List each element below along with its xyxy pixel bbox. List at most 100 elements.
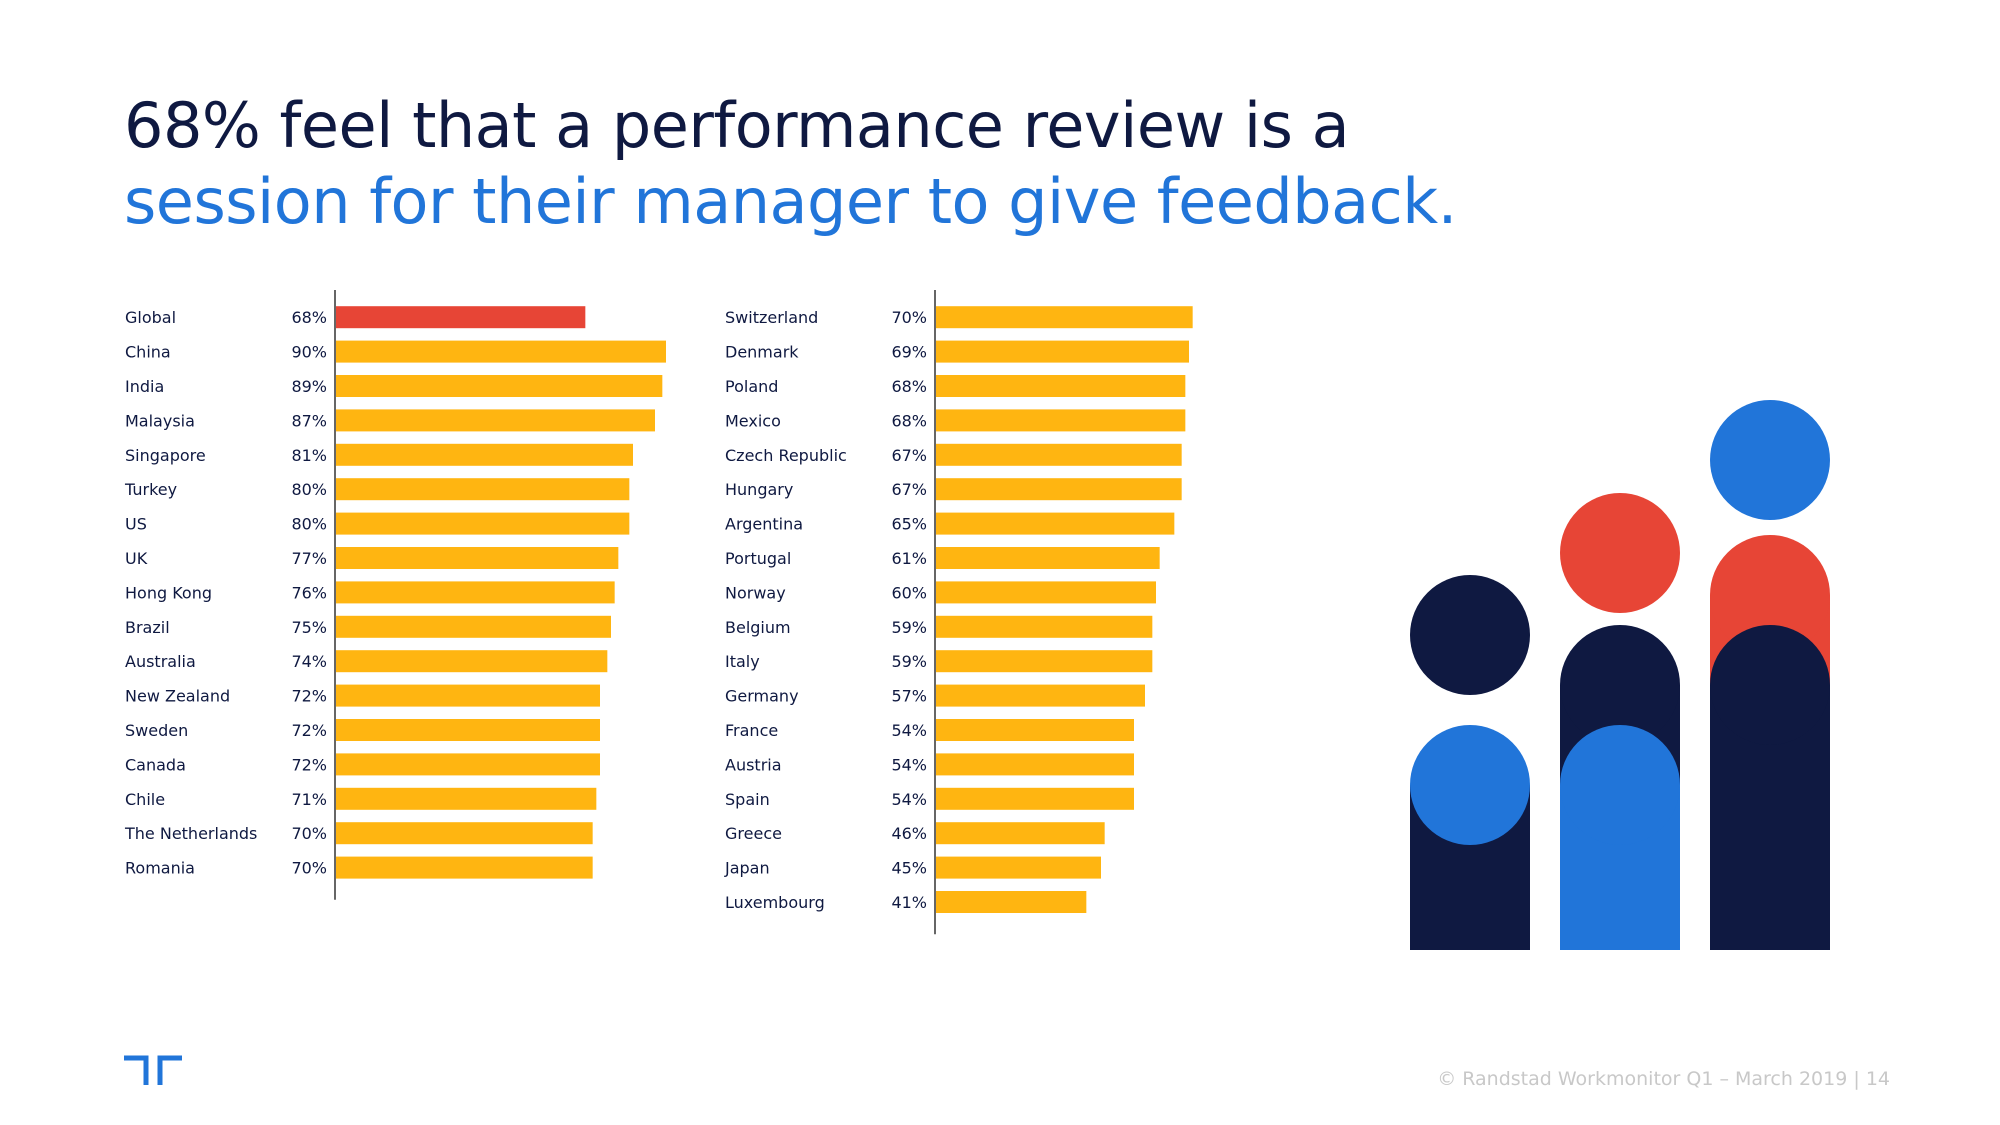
category-label: Hong Kong — [125, 583, 212, 602]
category-label: New Zealand — [125, 687, 230, 706]
bar — [936, 753, 1134, 776]
value-label: 67% — [891, 480, 927, 499]
value-label: 87% — [291, 411, 327, 430]
category-label: Chile — [125, 790, 165, 809]
category-label: Italy — [725, 652, 760, 671]
category-label: Japan — [724, 859, 770, 878]
bar — [336, 719, 600, 741]
category-label: Germany — [725, 687, 799, 706]
category-label: Argentina — [725, 515, 803, 534]
value-label: 57% — [891, 687, 927, 706]
category-label: Greece — [725, 824, 782, 843]
bar — [336, 684, 600, 707]
bar-chart-left: Global 68% China 90% India 89% Malaysia 87% Sing… — [124, 290, 666, 900]
bar — [336, 306, 586, 329]
category-label: Portugal — [725, 549, 791, 568]
value-label: 90% — [291, 343, 327, 362]
value-label: 72% — [291, 721, 327, 740]
bar — [336, 409, 655, 432]
value-label: 74% — [291, 652, 327, 671]
value-label: 67% — [891, 446, 927, 465]
value-label: 59% — [891, 652, 927, 671]
value-label: 68% — [891, 377, 927, 396]
category-label: Denmark — [725, 343, 799, 362]
bar — [936, 581, 1156, 604]
category-label: Brazil — [125, 618, 170, 637]
bar — [936, 615, 1153, 638]
value-label: 65% — [891, 515, 927, 534]
value-label: 72% — [291, 687, 327, 706]
category-label: US — [125, 515, 147, 534]
value-label: 80% — [291, 515, 327, 534]
bar — [336, 787, 597, 810]
bar — [936, 719, 1134, 741]
category-label: Hungary — [725, 480, 793, 499]
bar — [336, 753, 600, 776]
value-label: 75% — [291, 618, 327, 637]
person-figure-middle — [1560, 493, 1680, 950]
footer-copyright: © Randstad Workmonitor Q1 – March 2019 — [1437, 1068, 1848, 1090]
bar — [336, 375, 663, 397]
category-label: Belgium — [725, 618, 791, 637]
value-label: 69% — [891, 343, 927, 362]
bar — [936, 478, 1182, 501]
bar — [936, 512, 1175, 535]
bar — [936, 856, 1101, 879]
bar — [936, 409, 1186, 432]
category-label: Austria — [725, 755, 782, 774]
category-label: Singapore — [125, 446, 206, 465]
footer-page-number: 14 — [1865, 1068, 1890, 1090]
category-label: France — [725, 721, 778, 740]
category-label: Czech Republic — [725, 446, 847, 465]
value-label: 61% — [891, 549, 927, 568]
person-figure-left — [1410, 575, 1530, 950]
bar — [936, 891, 1087, 913]
category-label: Switzerland — [725, 308, 818, 327]
value-label: 41% — [891, 893, 927, 912]
title-line-1: 68% feel that a performance review is a — [124, 89, 1350, 162]
category-label: India — [125, 377, 164, 396]
category-label: Poland — [725, 377, 778, 396]
category-label: The Netherlands — [124, 824, 257, 843]
bar — [936, 340, 1189, 363]
value-label: 76% — [291, 583, 327, 602]
value-label: 68% — [291, 308, 327, 327]
bar — [336, 478, 630, 501]
bar — [336, 443, 633, 466]
value-label: 77% — [291, 549, 327, 568]
category-label: Australia — [125, 652, 196, 671]
value-label: 54% — [891, 790, 927, 809]
category-label: Norway — [725, 583, 786, 602]
category-label: Mexico — [725, 411, 781, 430]
category-label: Luxembourg — [725, 893, 825, 912]
bar — [936, 547, 1160, 569]
value-label: 70% — [891, 308, 927, 327]
bar — [336, 822, 593, 845]
value-label: 46% — [891, 824, 927, 843]
value-label: 81% — [291, 446, 327, 465]
value-label: 45% — [891, 859, 927, 878]
value-label: 54% — [891, 721, 927, 740]
category-label: Romania — [125, 859, 195, 878]
randstad-logo-icon — [124, 1055, 182, 1085]
category-label: Global — [125, 308, 176, 327]
bar — [336, 340, 666, 363]
bar — [336, 650, 608, 673]
bar — [336, 547, 619, 569]
category-label: Malaysia — [125, 411, 195, 430]
person-figure-right — [1710, 400, 1830, 950]
category-label: Turkey — [124, 480, 177, 499]
value-label: 68% — [891, 411, 927, 430]
bar-chart-right: Switzerland 70% Denmark 69% Poland 68% Mexico 6… — [724, 290, 1193, 935]
value-label: 59% — [891, 618, 927, 637]
bar — [336, 856, 593, 879]
value-label: 70% — [291, 824, 327, 843]
category-label: China — [125, 343, 171, 362]
bar — [936, 306, 1193, 329]
bar — [936, 443, 1182, 466]
value-label: 80% — [291, 480, 327, 499]
page-title: 68% feel that a performance review is a … — [124, 88, 1457, 240]
bar — [336, 581, 615, 604]
category-label: Canada — [125, 755, 186, 774]
bar — [936, 650, 1153, 673]
